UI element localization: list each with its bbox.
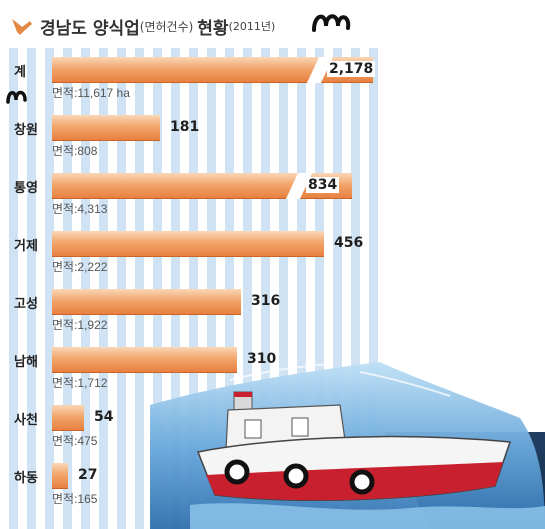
area-label: 면적:2,222 bbox=[52, 260, 108, 274]
area-label: 면적:475 bbox=[52, 434, 98, 448]
category-label: 창원 bbox=[14, 123, 38, 138]
title-year: (2011년) bbox=[228, 20, 276, 33]
value-label: 181 bbox=[170, 119, 200, 135]
bar bbox=[52, 57, 373, 83]
category-label: 사천 bbox=[14, 413, 38, 428]
title-main: 경남도 양식업 bbox=[40, 18, 140, 39]
value-label: 834 bbox=[306, 177, 340, 193]
area-label: 면적:4,313 bbox=[52, 202, 108, 216]
bar bbox=[52, 463, 68, 489]
wave-icon bbox=[312, 14, 351, 32]
value-label: 456 bbox=[334, 235, 364, 251]
value-label: 2,178 bbox=[327, 61, 376, 77]
category-label: 남해 bbox=[14, 355, 38, 370]
category-label: 고성 bbox=[14, 297, 38, 312]
chart-title: 경남도 양식업 (면허건수) 현황 (2011년) bbox=[10, 8, 275, 44]
category-label: 거제 bbox=[14, 239, 38, 254]
area-label: 면적:1,712 bbox=[52, 376, 108, 390]
category-label: 하동 bbox=[14, 471, 38, 486]
title-suffix: 현황 bbox=[197, 18, 229, 39]
bar bbox=[52, 347, 237, 373]
area-label: 면적:165 bbox=[52, 492, 98, 506]
area-label: 면적:808 bbox=[52, 144, 98, 158]
bar bbox=[52, 289, 241, 315]
bar bbox=[52, 231, 324, 257]
category-label: 통영 bbox=[14, 181, 38, 196]
category-label: 계 bbox=[14, 65, 26, 80]
wave-icon bbox=[6, 90, 27, 104]
title-unit: (면허건수) bbox=[139, 19, 194, 34]
bar bbox=[52, 405, 84, 431]
value-label: 27 bbox=[78, 467, 98, 483]
value-label: 310 bbox=[247, 351, 277, 367]
bar bbox=[52, 173, 352, 199]
area-label: 면적:11,617 ha bbox=[52, 86, 130, 100]
area-label: 면적:1,922 bbox=[52, 318, 108, 332]
value-label: 316 bbox=[251, 293, 281, 309]
title-decoration-icon bbox=[12, 19, 32, 35]
bar bbox=[52, 115, 160, 141]
value-label: 54 bbox=[94, 409, 114, 425]
